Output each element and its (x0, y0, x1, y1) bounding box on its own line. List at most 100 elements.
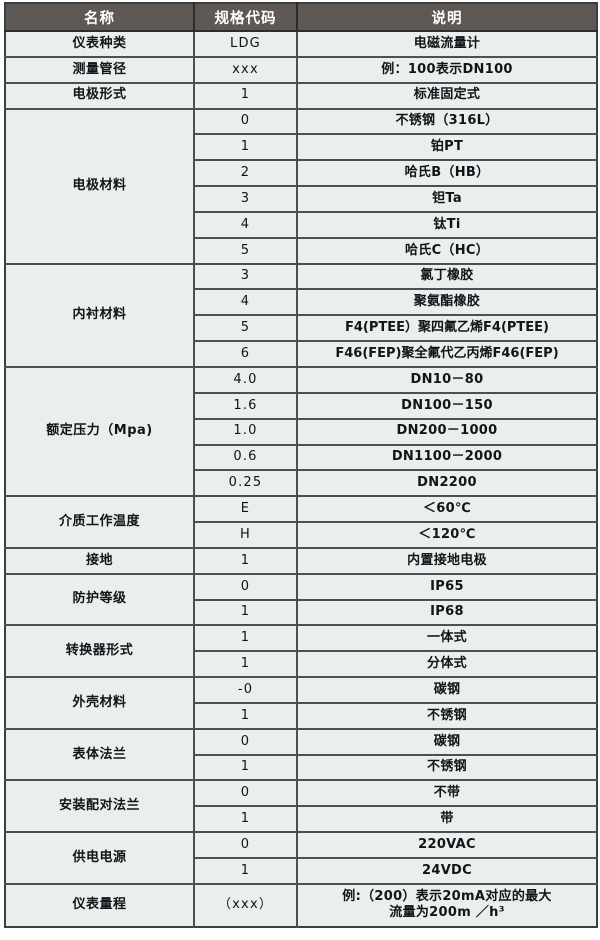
table-row: 5 F4(PTEE）聚四氟乙烯F4(PTEE) (5, 315, 597, 343)
spec-code-cell: 1 (194, 806, 298, 834)
column-header-code: 规格代码 (194, 3, 298, 32)
description-cell: 分体式 (297, 651, 597, 679)
spec-code-cell: 0 (194, 832, 298, 859)
spec-code-cell: 1 (194, 625, 298, 653)
table-row: 内衬材料 3 氯丁橡胶 (5, 263, 597, 368)
table-row: 1.0 DN200－1000 (5, 418, 597, 446)
table-row: 2 哈氏B（HB） (5, 160, 597, 188)
spec-code-cell: 2 (194, 160, 298, 188)
spec-code-cell: 1.6 (194, 392, 298, 420)
table-row: 1 不锈钢 (5, 702, 597, 730)
spec-code-cell: 1 (194, 651, 298, 679)
description-cell: 例：100表示DN100 (297, 56, 597, 84)
table-row: 仪表量程 （xxx） 例:（200）表示20mA对应的最大 流量为200m ／h³ (5, 883, 597, 927)
row-name-cell: 仪表种类 (5, 31, 195, 58)
spec-code-cell: 3 (194, 186, 298, 213)
spec-code-cell: 4 (194, 211, 298, 239)
spec-code-cell: H (194, 522, 298, 549)
table-row: 6 F46(FEP)聚全氟代乙丙烯F46(FEP) (5, 341, 597, 368)
description-cell: 不锈钢（316L） (297, 108, 597, 136)
description-cell: IP65 (297, 573, 597, 601)
spec-code-cell: 0 (194, 108, 298, 136)
description-cell: ＜60℃ (297, 496, 597, 524)
table-row: 1 铂PT (5, 134, 597, 162)
spec-code-cell: 1 (194, 702, 298, 730)
description-cell: 不带 (297, 780, 597, 808)
table-row: 4 钛Ti (5, 211, 597, 239)
table-row: 电极形式 1 标准固定式 (5, 82, 597, 110)
description-cell: 一体式 (297, 625, 597, 653)
spec-code-cell: 5 (194, 237, 298, 265)
spec-code-cell: E (194, 496, 298, 524)
description-cell: 内置接地电极 (297, 547, 597, 575)
table-row: 4 聚氨酯橡胶 (5, 289, 597, 317)
description-cell: DN2200 (297, 470, 597, 498)
spec-code-cell: 0.25 (194, 470, 298, 498)
table-body: 仪表种类 LDG 电磁流量计 测量管径 xxx 例：100表示DN100 电极形式 1 标准固定… (5, 31, 597, 927)
table-header: 名称 规格代码 说明 (5, 3, 597, 32)
table-row: 3 钽Ta (5, 186, 597, 213)
description-cell: 220VAC (297, 832, 597, 859)
table-row: 防护等级 0 IP65 (5, 573, 597, 627)
spec-code-cell: 4.0 (194, 366, 298, 394)
table-row: 1.6 DN100－150 (5, 392, 597, 420)
row-name-cell: 仪表量程 (5, 883, 195, 927)
table-row: 接地 1 内置接地电极 (5, 547, 597, 575)
spec-code-cell: 4 (194, 289, 298, 317)
spec-code-cell: 1 (194, 599, 298, 627)
row-name-cell: 电极形式 (5, 82, 195, 110)
table-row: 电极材料 0 不锈钢（316L） (5, 108, 597, 265)
spec-code-cell: -0 (194, 677, 298, 704)
row-name-cell: 额定压力（Mpa) (5, 366, 195, 498)
description-cell: 碳钢 (297, 728, 597, 756)
table-header-row: 名称 规格代码 说明 (5, 3, 597, 32)
row-name-cell: 内衬材料 (5, 263, 195, 368)
description-cell: 碳钢 (297, 677, 597, 704)
spec-code-cell: LDG (194, 31, 298, 58)
spec-code-cell: 1 (194, 547, 298, 575)
row-name-cell: 转换器形式 (5, 625, 195, 679)
table-row: 额定压力（Mpa) 4.0 DN10－80 (5, 366, 597, 498)
spec-code-cell: 0 (194, 780, 298, 808)
table-row: 介质工作温度 E ＜60℃ (5, 496, 597, 549)
specification-table: 名称 规格代码 说明 仪表种类 LDG 电磁流量计 测量管径 xxx 例：100表示DN1… (4, 2, 598, 928)
description-cell: F4(PTEE）聚四氟乙烯F4(PTEE) (297, 315, 597, 343)
row-name-cell: 测量管径 (5, 56, 195, 84)
table-row: 5 哈氏C（HC） (5, 237, 597, 265)
row-name-cell: 供电电源 (5, 832, 195, 885)
spec-code-cell: 3 (194, 263, 298, 291)
table-row: 仪表种类 LDG 电磁流量计 (5, 31, 597, 58)
row-name-cell: 表体法兰 (5, 728, 195, 782)
column-header-name: 名称 (5, 3, 195, 32)
description-cell: 铂PT (297, 134, 597, 162)
description-cell: 钛Ti (297, 211, 597, 239)
row-name-cell: 接地 (5, 547, 195, 575)
row-name-cell: 电极材料 (5, 108, 195, 265)
spec-code-cell: 1 (194, 134, 298, 162)
spec-code-cell: xxx (194, 56, 298, 84)
table-row: 0.25 DN2200 (5, 470, 597, 498)
table-row: 转换器形式 1 一体式 (5, 625, 597, 679)
spec-code-cell: 0 (194, 573, 298, 601)
description-cell: IP68 (297, 599, 597, 627)
row-name-cell: 介质工作温度 (5, 496, 195, 549)
table-row: 1 分体式 (5, 651, 597, 679)
spec-code-cell: （xxx） (194, 883, 298, 927)
spec-code-cell: 6 (194, 341, 298, 368)
description-cell: F46(FEP)聚全氟代乙丙烯F46(FEP) (297, 341, 597, 368)
description-cell: DN100－150 (297, 392, 597, 420)
spec-code-cell: 1 (194, 754, 298, 782)
row-name-cell: 安装配对法兰 (5, 780, 195, 834)
description-cell: 聚氨酯橡胶 (297, 289, 597, 317)
description-cell: 标准固定式 (297, 82, 597, 110)
table-row: 1 IP68 (5, 599, 597, 627)
table-row: 1 24VDC (5, 858, 597, 885)
description-cell: DN1100－2000 (297, 444, 597, 472)
row-name-cell: 防护等级 (5, 573, 195, 627)
spec-code-cell: 1.0 (194, 418, 298, 446)
description-cell: 例:（200）表示20mA对应的最大 流量为200m ／h³ (297, 883, 597, 927)
spec-code-cell: 5 (194, 315, 298, 343)
description-cell: 不锈钢 (297, 702, 597, 730)
table-row: 表体法兰 0 碳钢 (5, 728, 597, 782)
